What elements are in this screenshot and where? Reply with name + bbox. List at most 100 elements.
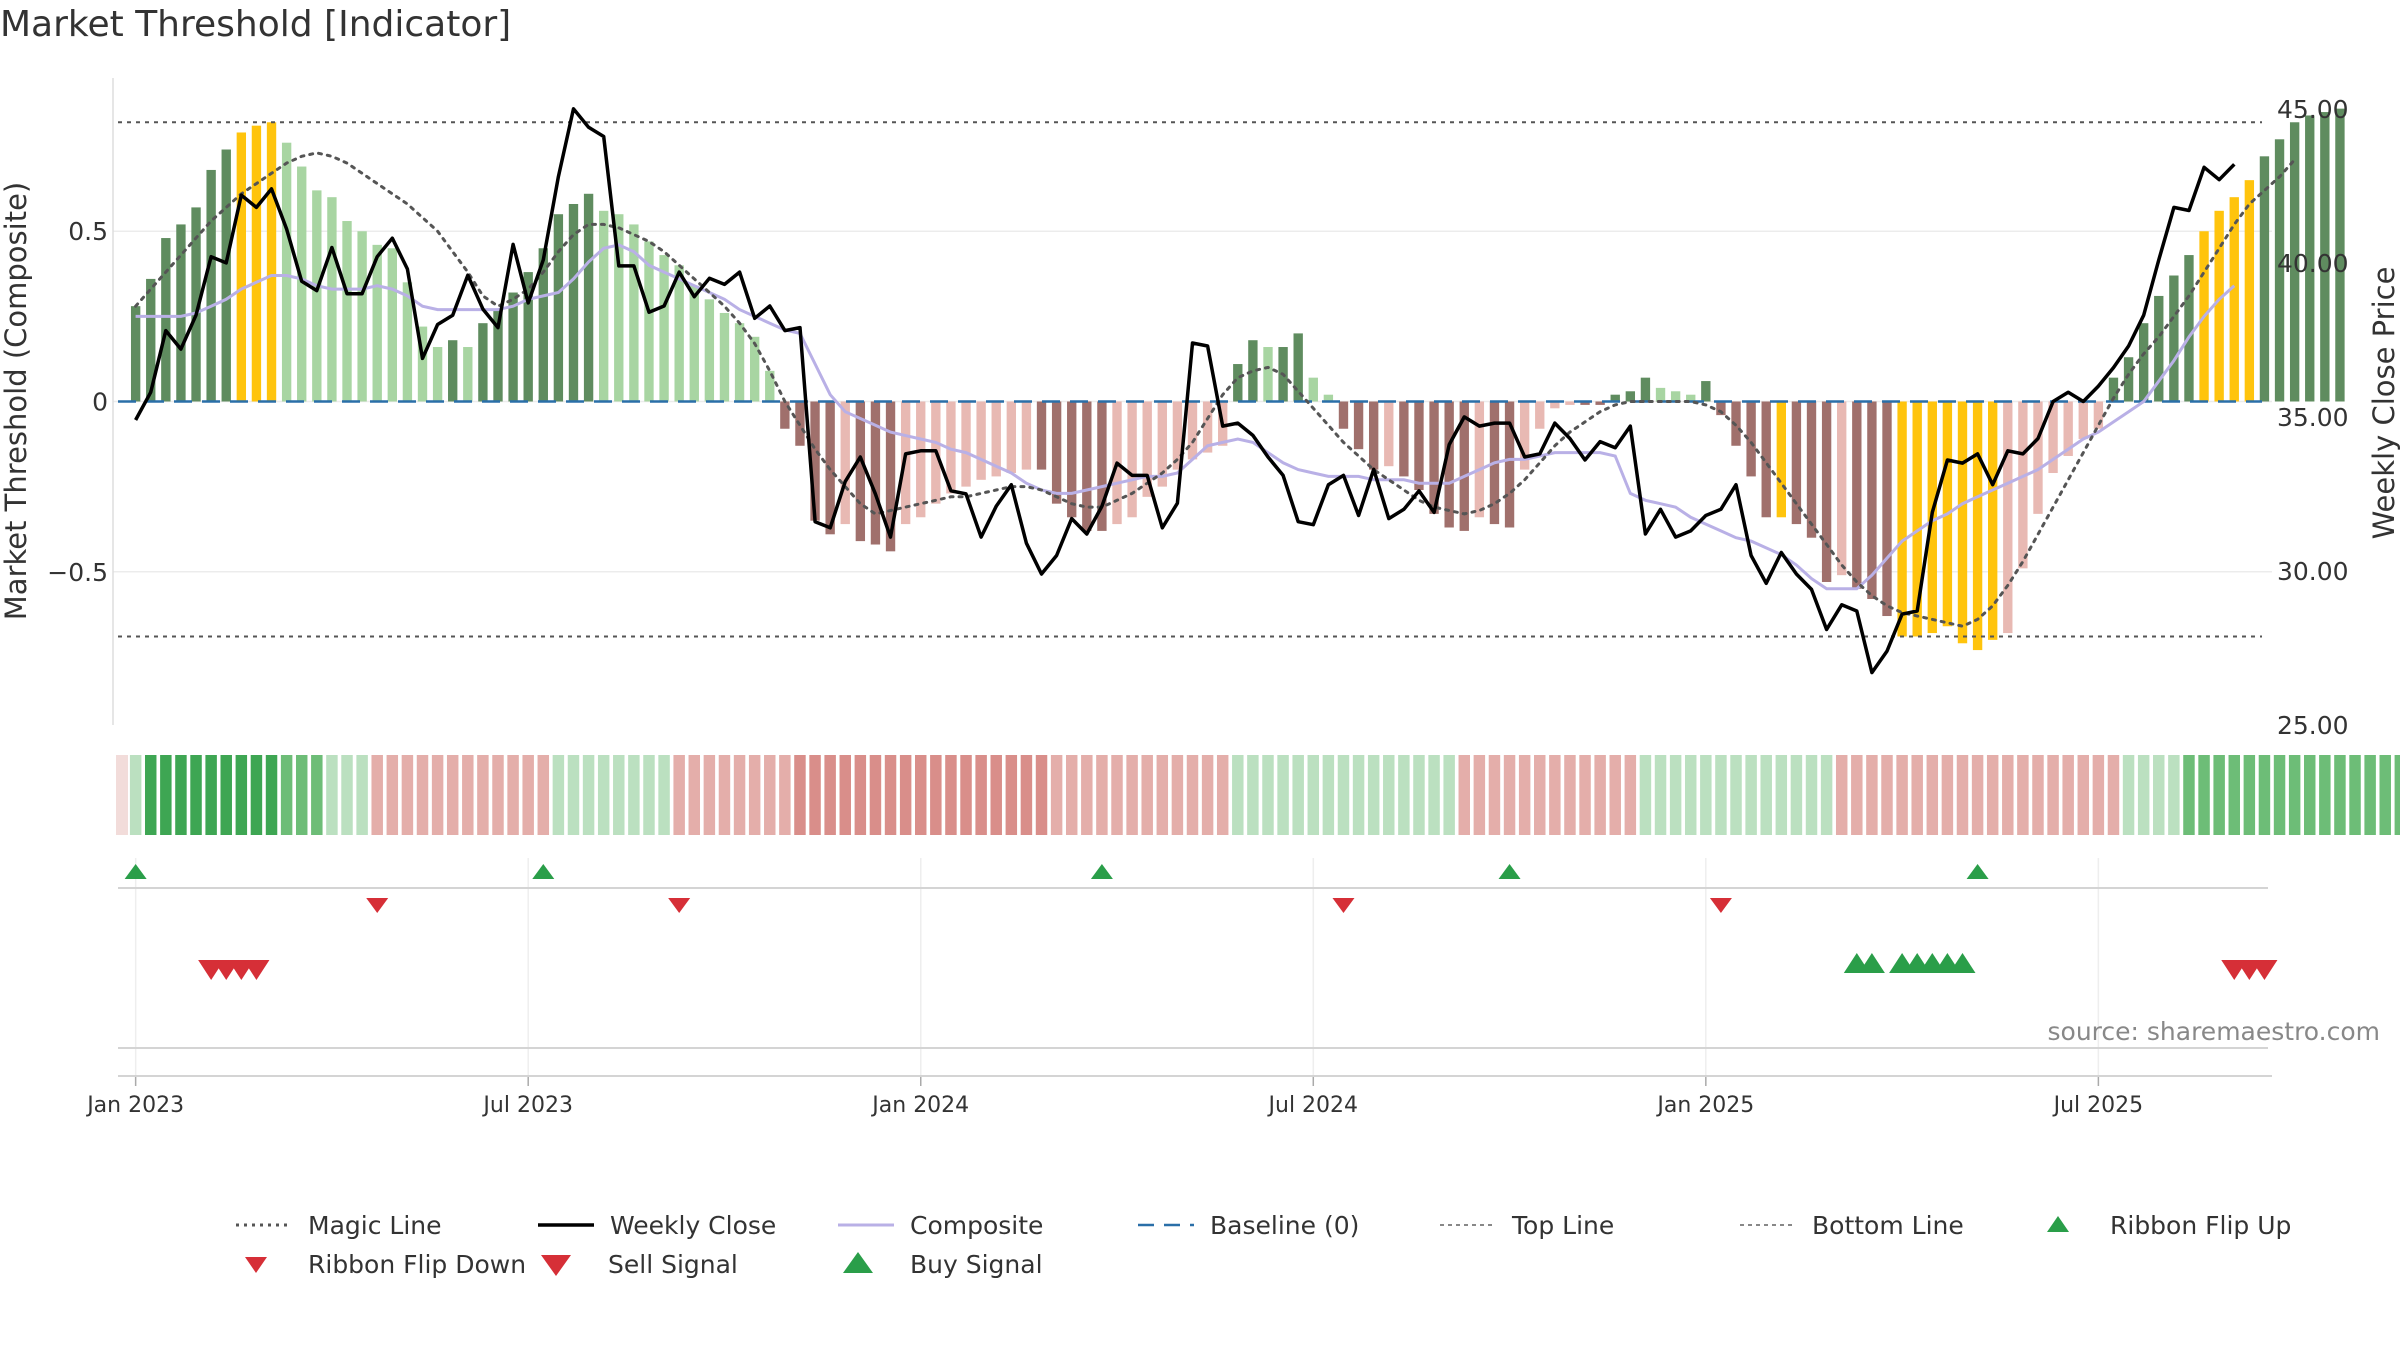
ribbon-cell (2213, 755, 2225, 835)
ribbon-cell (2243, 755, 2256, 835)
ribbon-cell (1956, 755, 1969, 835)
y-axis-left-label: Market Threshold (Composite) (0, 182, 33, 620)
ribbon-cell (1322, 755, 1335, 835)
ribbon-cell (930, 755, 942, 835)
composite-bar (765, 370, 775, 402)
composite-bar (538, 248, 548, 402)
composite-bar (2259, 156, 2270, 402)
y-axis-right-label: Weekly Close Price (2367, 267, 2400, 540)
composite-bar (463, 347, 473, 402)
ribbon-cell (129, 755, 142, 835)
composite-bar (1006, 401, 1017, 474)
composite-bar (2320, 112, 2330, 402)
legend-item: Composite (838, 1211, 1043, 1240)
composite-bar (1293, 333, 1303, 402)
composite-bar (1957, 401, 1968, 644)
ribbon-cell (1005, 755, 1018, 835)
composite-bar (1670, 391, 1681, 402)
composite-bar (2274, 139, 2285, 402)
ribbon-cell (446, 755, 459, 835)
ribbon-cell (416, 755, 429, 835)
composite-bar (402, 282, 413, 402)
ribbon-flip-up-marker (124, 864, 147, 879)
legend-item: Top Line (1440, 1211, 1614, 1240)
composite-bar (961, 401, 971, 487)
signal-markers (198, 953, 2278, 980)
ribbon-cell (1398, 755, 1410, 835)
legend-label: Sell Signal (608, 1250, 738, 1279)
ribbon-flip-down-marker (366, 898, 389, 913)
composite-bar (946, 401, 956, 494)
ribbon-cell (235, 755, 248, 835)
ribbon-cell (1367, 755, 1380, 835)
ribbon-cell (1050, 755, 1063, 835)
ribbon-cell (341, 755, 353, 835)
ribbon-cell (2273, 755, 2286, 835)
ribbon-cell (1186, 755, 1199, 835)
y-right-tick-label: 45.00 (2277, 95, 2349, 124)
ribbon-cell (945, 755, 957, 835)
ribbon-cell (915, 755, 927, 835)
ribbon-cell (160, 755, 172, 835)
y-right-tick-label: 40.00 (2277, 249, 2349, 278)
composite-bar (1625, 391, 1636, 402)
ribbon-cell (1896, 755, 1908, 835)
y-right-tick-label: 35.00 (2277, 403, 2349, 432)
composite-bar (1097, 401, 1107, 531)
ribbon-cell (326, 755, 338, 835)
composite-bar (674, 265, 684, 402)
ribbon-cell (1941, 755, 1954, 835)
ribbon-cell (250, 755, 263, 835)
ribbon-cell (2183, 755, 2195, 835)
ribbon-cell (1352, 755, 1365, 835)
composite-bar (719, 312, 730, 402)
composite-bar (1519, 401, 1530, 470)
ribbon-flip-up-marker (1966, 864, 1989, 879)
ribbon-cell (2017, 755, 2029, 835)
composite-bar (1459, 401, 1469, 531)
ribbon-flip-down-marker (1709, 898, 1732, 913)
composite-bar (1867, 401, 1877, 600)
composite-bar (1233, 364, 1243, 402)
composite-bar (2093, 401, 2104, 429)
ribbon-cell (1926, 755, 1939, 835)
composite-bar (1429, 401, 1439, 514)
composite-bar (417, 326, 428, 402)
ribbon-cell (1820, 755, 1833, 835)
ribbon-cell (2379, 755, 2391, 835)
ribbon-cell (386, 755, 399, 835)
composite-bar (1988, 401, 1998, 640)
composite-bar (478, 323, 488, 402)
ribbon-cell (1126, 755, 1138, 835)
composite-bar (1157, 401, 1167, 487)
guide-lines (118, 121, 2262, 638)
ribbon-cell (401, 755, 414, 835)
composite-bar (161, 238, 171, 402)
composite-bar (2229, 197, 2239, 402)
composite-bar (448, 340, 458, 402)
composite-bar (2033, 401, 2043, 514)
ribbon-cell (356, 755, 368, 835)
ribbon-cell (990, 755, 1002, 835)
composite-bar (1882, 401, 1892, 617)
composite-bar (885, 401, 896, 552)
composite-bar (976, 401, 986, 480)
ribbon-cell (1035, 755, 1048, 835)
composite-bar (749, 336, 760, 402)
legend-label: Weekly Close (610, 1211, 776, 1240)
composite-bar (1852, 401, 1862, 589)
sell-signal-marker (243, 960, 270, 980)
composite-bar (1837, 401, 1847, 576)
composite-bar (297, 166, 307, 402)
composite-bar (357, 231, 367, 402)
legend-item: Magic Line (236, 1211, 442, 1240)
ribbon-cell (2137, 755, 2150, 835)
ribbon-cell (869, 755, 882, 835)
ribbon-cell (1201, 755, 1214, 835)
magic-line (134, 151, 2297, 628)
legend-label: Ribbon Flip Up (2110, 1211, 2291, 1240)
ribbon-cell (1473, 755, 1486, 835)
ribbon-cell (1428, 755, 1440, 835)
legend-label: Baseline (0) (1210, 1211, 1359, 1240)
ribbon-cell (2107, 755, 2120, 835)
